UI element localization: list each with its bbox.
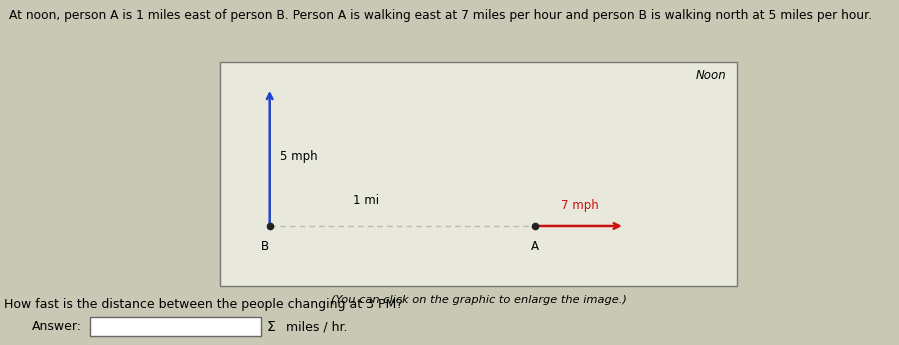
- Text: At noon, person A is 1 miles east of person B. Person A is walking east at 7 mil: At noon, person A is 1 miles east of per…: [9, 9, 872, 22]
- Text: A: A: [531, 240, 539, 253]
- Text: $\Sigma$: $\Sigma$: [266, 320, 276, 334]
- Text: (You can click on the graphic to enlarge the image.): (You can click on the graphic to enlarge…: [331, 295, 627, 305]
- Bar: [90, 317, 261, 336]
- Bar: [220, 62, 737, 286]
- Text: Answer:: Answer:: [31, 319, 82, 333]
- Text: miles / hr.: miles / hr.: [286, 321, 347, 334]
- Text: How fast is the distance between the people changing at 3 PM?: How fast is the distance between the peo…: [4, 298, 404, 312]
- Text: B: B: [261, 240, 270, 253]
- Text: Noon: Noon: [696, 69, 726, 82]
- Text: 1 mi: 1 mi: [353, 194, 379, 207]
- Text: 5 mph: 5 mph: [280, 150, 318, 164]
- Text: 7 mph: 7 mph: [561, 199, 599, 212]
